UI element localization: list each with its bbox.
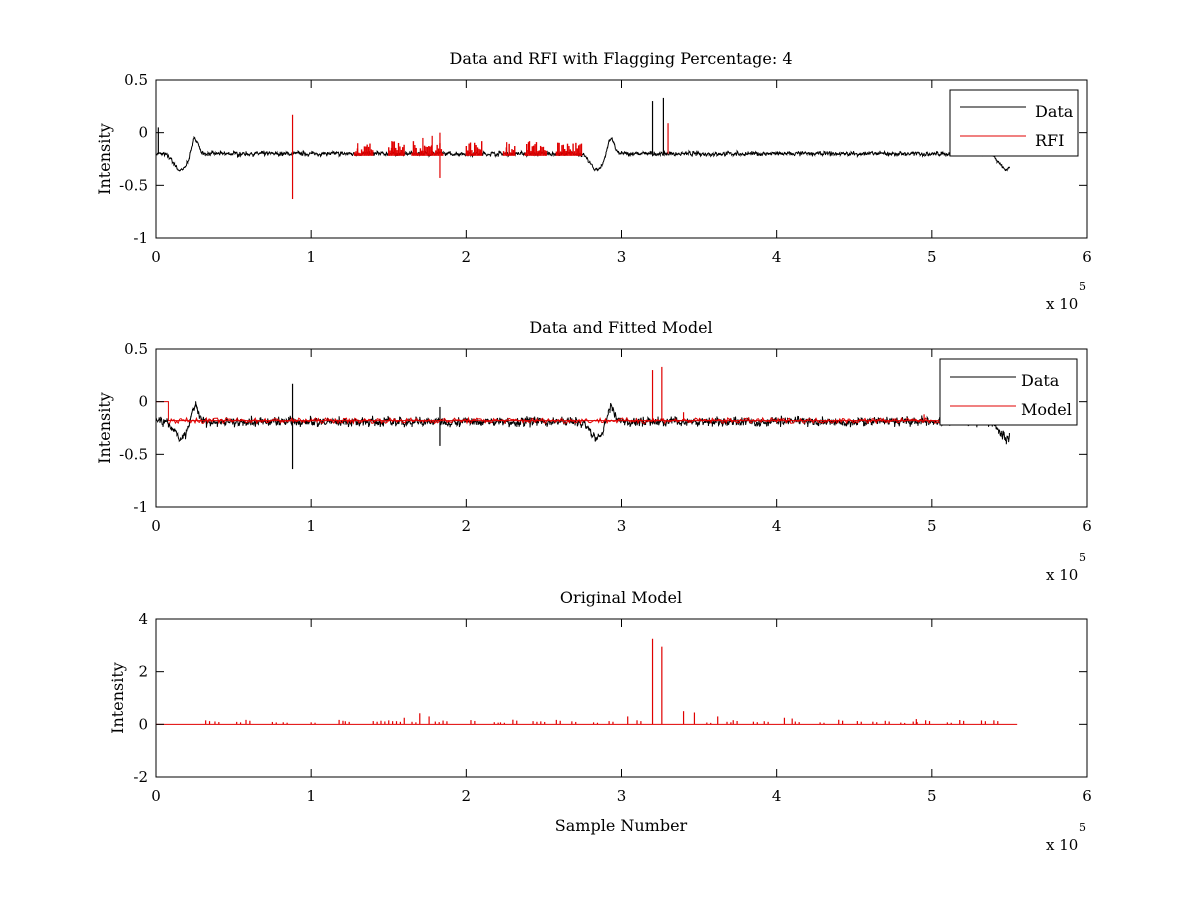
y-tick-label: 0 [138,124,148,142]
x-tick-label: 5 [927,787,937,805]
x-tick-label: 1 [306,248,316,266]
x-tick-label: 6 [1082,248,1092,266]
legend-box [949,89,1079,157]
x-multiplier: x 10 [1046,836,1078,854]
x-axis-label: Sample Number [555,816,688,835]
axes: 0 1 2 3 4 5 6 -1 -0.5 0 0.5 [119,71,1092,266]
x-tick-label: 3 [617,248,627,266]
y-tick-label: -1 [133,229,148,247]
x-multiplier: x 10 [1046,566,1078,584]
x-tick-label: 0 [151,248,161,266]
y-tick-label: 0 [138,393,148,411]
x-tick-label: 4 [772,517,782,535]
y-tick-label: 0 [138,715,148,733]
x-tick-label: 6 [1082,517,1092,535]
x-tick-label: 0 [151,787,161,805]
y-tick-label: 4 [138,610,148,628]
y-tick-label: -0.5 [119,445,148,463]
legend-entry-data: Data [1021,371,1060,390]
y-axis-label: Intensity [95,123,114,195]
model-trace [168,416,1010,425]
legend-box [939,358,1078,426]
y-tick-label: 0.5 [124,340,148,358]
legend-entry-model: Model [1021,400,1072,419]
x-tick-label: 5 [927,517,937,535]
x-tick-label: 6 [1082,787,1092,805]
x-multiplier-exponent: 5 [1079,821,1086,834]
x-tick-label: 1 [306,517,316,535]
plot-area [155,79,1088,239]
panel-fitted-model: Data and Fitted Model 0 1 2 3 4 5 6-1-0.500.5 … [95,318,1092,584]
series-model-trace [156,638,1018,725]
x-tick-label: 4 [772,787,782,805]
x-multiplier-exponent: 5 [1079,551,1086,564]
x-multiplier-exponent: 5 [1079,280,1086,293]
y-tick-label: -0.5 [119,176,148,194]
x-tick-label: 1 [306,787,316,805]
x-tick-label: 3 [617,517,627,535]
plot-area [155,348,1088,508]
x-tick-label: 2 [462,787,472,805]
plot-area [155,618,1088,778]
x-multiplier: x 10 [1046,295,1078,313]
y-tick-label: 0.5 [124,71,148,89]
x-tick-label: 2 [462,517,472,535]
y-tick-label: -1 [133,498,148,516]
y-axis-label: Intensity [95,392,114,464]
series-layer [155,97,1010,200]
y-tick-label: 2 [138,663,148,681]
x-tick-label: 2 [462,248,472,266]
x-tick-label: 5 [927,248,937,266]
x-tick-label: 3 [617,787,627,805]
y-tick-label: -2 [133,768,148,786]
y-axis-label: Intensity [108,662,127,734]
x-tick-label: 0 [151,517,161,535]
series-layer [156,638,1018,725]
chart-title: Data and Fitted Model [529,318,712,337]
x-tick-label: 4 [772,248,782,266]
series-data [155,97,1010,172]
series-trace [155,135,1010,172]
series-rfi [291,114,669,200]
legend-entry-rfi: RFI [1035,131,1064,150]
panel-rfi-flagging: Data and RFI with Flagging Percentage: 4… [95,49,1092,313]
chart-title: Data and RFI with Flagging Percentage: 4 [449,49,792,68]
axes: 0 1 2 3 4 5 6 -1 -0.5 0 0.5 [119,340,1092,535]
legend: Data RFI [949,89,1079,157]
legend-entry-data: Data [1035,102,1074,121]
legend: Data Model [939,358,1078,426]
chart-title: Original Model [560,588,682,607]
